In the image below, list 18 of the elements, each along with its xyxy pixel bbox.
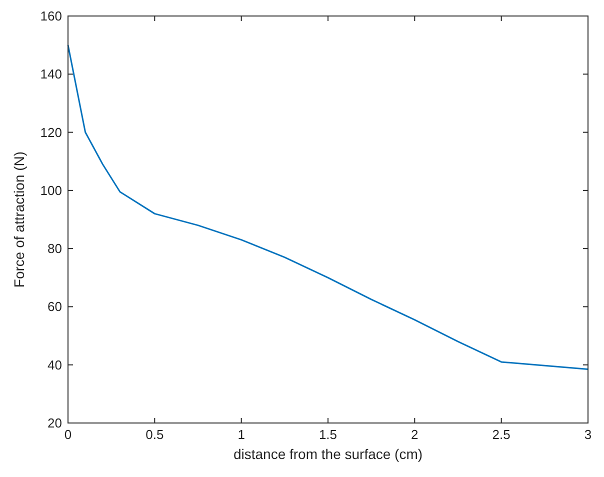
x-tick-label: 1.5 bbox=[318, 427, 338, 442]
y-tick-label: 80 bbox=[48, 241, 62, 256]
x-tick-label: 2 bbox=[411, 427, 418, 442]
x-axis-title: distance from the surface (cm) bbox=[233, 446, 423, 462]
y-tick-label: 40 bbox=[48, 357, 62, 372]
x-tick-label: 2.5 bbox=[492, 427, 510, 442]
y-tick-label: 20 bbox=[48, 416, 62, 430]
y-tick-label: 140 bbox=[40, 66, 62, 82]
x-tick-label: 1 bbox=[238, 427, 245, 442]
y-axis-title: Force of attraction (N) bbox=[11, 151, 27, 288]
x-tick-label: 3 bbox=[584, 427, 592, 442]
y-tick-label: 60 bbox=[48, 299, 62, 314]
x-tick-label: 0 bbox=[64, 427, 72, 442]
y-tick-label: 100 bbox=[40, 182, 62, 198]
y-tick-label: 160 bbox=[40, 8, 62, 24]
y-tick-label: 120 bbox=[40, 124, 62, 140]
x-tick-label: 0.5 bbox=[146, 427, 164, 442]
line-series bbox=[67, 44, 589, 370]
